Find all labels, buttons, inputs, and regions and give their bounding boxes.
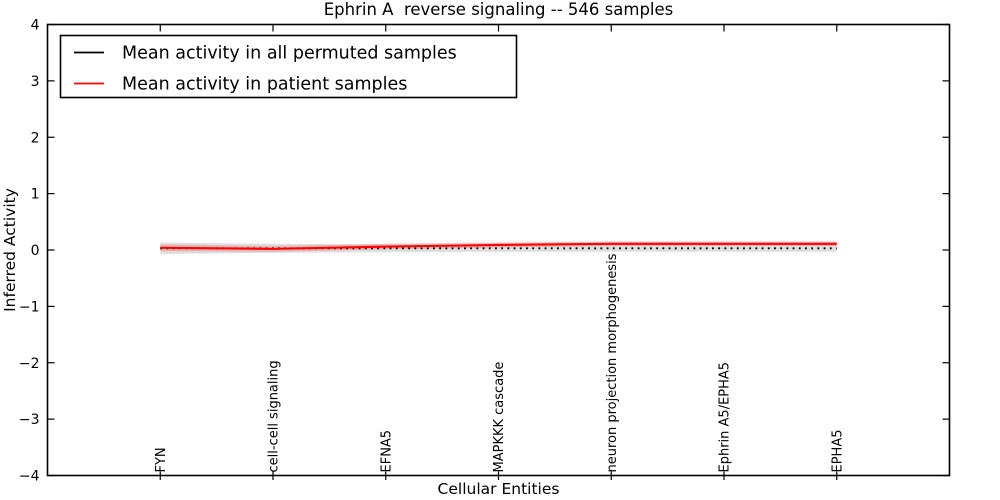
plot-border: [46, 23, 951, 477]
y-tick-label: 4: [31, 18, 40, 34]
legend-label-permuted: Mean activity in all permuted samples: [122, 44, 457, 64]
x-axis-label: Cellular Entities: [438, 480, 560, 498]
chart-title: Ephrin A reverse signaling -- 546 sample…: [324, 0, 674, 19]
y-axis-label: Inferred Activity: [1, 188, 19, 312]
x-tick-label: cell-cell signaling: [267, 360, 282, 472]
x-tick-label: EFNA5: [379, 430, 394, 473]
legend: Mean activity in all permuted samples Me…: [59, 34, 518, 99]
legend-label-patient: Mean activity in patient samples: [122, 75, 407, 95]
mean-activity-in-patient-samples-line: [160, 242, 837, 250]
y-tick-label: 3: [31, 74, 40, 90]
axis-ticks-layer: 4 3 2 1 0 −1 −2 −3 −4: [19, 18, 950, 485]
x-tick-label: FYN: [154, 447, 169, 472]
y-tick-label: 2: [31, 130, 40, 146]
x-tick-label: MAPKKK cascade: [492, 362, 507, 473]
y-tick-label: −4: [19, 469, 40, 485]
legend-box: [59, 34, 518, 99]
x-tick-labels-layer: FYN cell-cell signaling EFNA5 MAPKKK cascad…: [154, 253, 846, 472]
y-tick-label: −1: [19, 299, 40, 315]
y-tick-label: 0: [31, 243, 40, 259]
x-tick-label: Ephrin A5/EPHA5: [718, 362, 733, 473]
permuted-samples-range-band: [160, 242, 837, 254]
y-tick-label: −3: [19, 412, 40, 428]
x-tick-label: neuron projection morphogenesis: [605, 253, 620, 472]
y-tick-label: 1: [31, 187, 40, 203]
series-layer: [160, 241, 837, 254]
x-tick-label: EPHA5: [830, 430, 845, 473]
y-tick-label: −2: [19, 356, 40, 372]
